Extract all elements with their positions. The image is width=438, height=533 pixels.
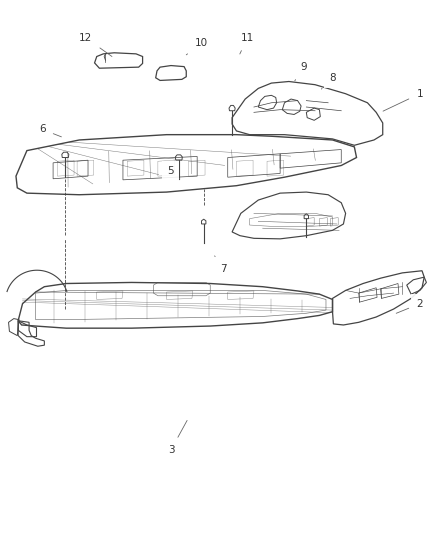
Text: 3: 3 (168, 421, 187, 455)
Text: 10: 10 (186, 38, 208, 55)
Text: 9: 9 (295, 62, 307, 81)
Text: 12: 12 (79, 33, 112, 56)
Text: 6: 6 (39, 124, 61, 137)
Text: 5: 5 (168, 166, 180, 179)
Text: 11: 11 (240, 33, 254, 54)
Text: 8: 8 (321, 73, 336, 89)
Text: 2: 2 (396, 298, 423, 313)
Text: 1: 1 (383, 88, 423, 111)
Text: 7: 7 (215, 256, 227, 274)
